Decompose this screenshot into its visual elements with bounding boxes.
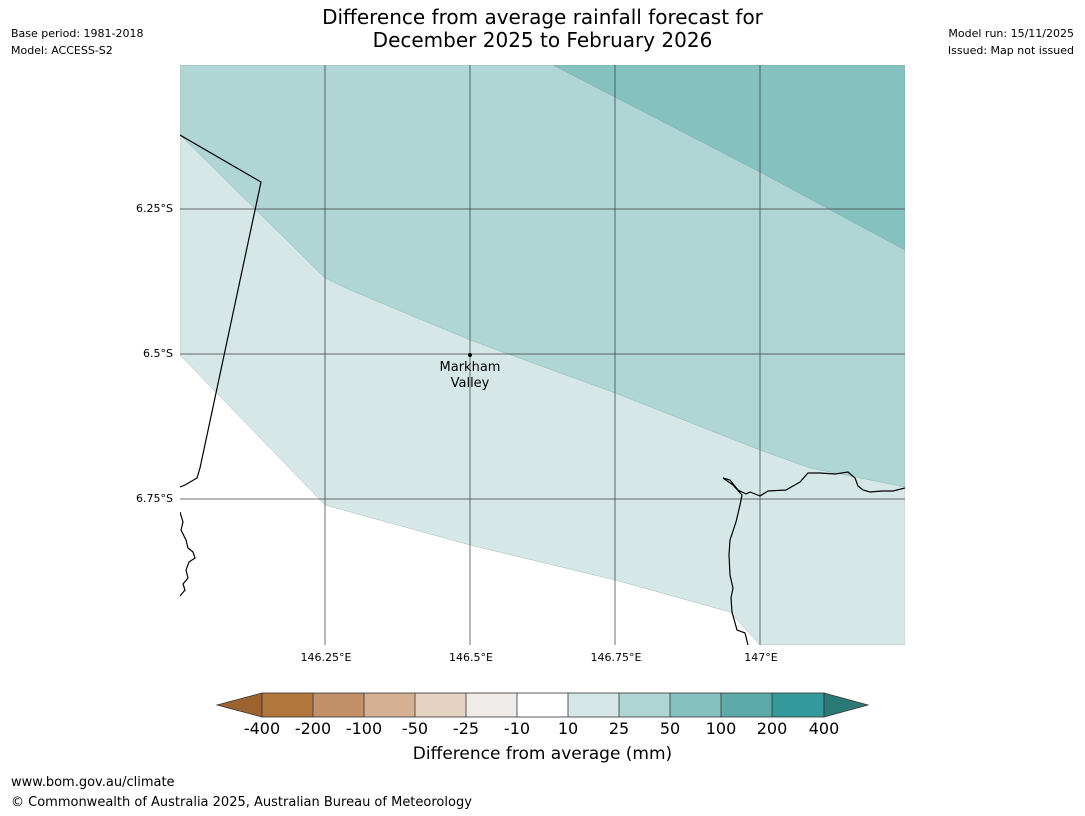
zone-50-100 (552, 65, 905, 251)
model-name: Model: ACCESS-S2 (11, 44, 113, 57)
colorbar-tick-label: -200 (294, 719, 332, 738)
coastline-east (722, 471, 905, 645)
meta-right: Model run: 15/11/2025 Issued: Map not is… (948, 25, 1074, 59)
lon-label-146-5e: 146.5°E (449, 651, 493, 664)
colorbar-outline (261, 692, 825, 718)
colorbar-segment (670, 693, 721, 717)
colorbar-tick-label: 10 (557, 719, 579, 738)
colorbar-tick-label: -400 (243, 719, 281, 738)
colorbar-title: Difference from average (mm) (412, 744, 673, 764)
title-line-2: December 2025 to February 2026 (372, 28, 713, 52)
colorbar-tick-label: -100 (345, 719, 383, 738)
meta-left: Base period: 1981-2018 Model: ACCESS-S2 (11, 25, 143, 59)
colorbar-tick-label: 400 (808, 719, 840, 738)
coastline-west (180, 511, 196, 597)
colorbar-segment (517, 693, 568, 717)
lon-label-146-75e: 146.75°E (590, 651, 642, 664)
colorbar (215, 692, 870, 718)
title-line-1: Difference from average rainfall forecas… (322, 5, 763, 29)
place-name-line-2: Valley (450, 376, 490, 391)
colorbar-dividers (261, 692, 825, 718)
colorbar-segment (262, 693, 313, 717)
colorbar-tick-label: 100 (705, 719, 737, 738)
colorbar-tick-label: 25 (608, 719, 630, 738)
colorbar-segment (721, 693, 772, 717)
lat-label-6-25s: 6.25°S (136, 202, 173, 215)
colorbar-segment (619, 693, 670, 717)
colorbar-segment (772, 693, 824, 717)
colorbar-max-extension (823, 692, 870, 718)
colorbar-segment (568, 693, 619, 717)
colorbar-tick-label: -25 (452, 719, 480, 738)
base-period: Base period: 1981-2018 (11, 27, 144, 40)
lon-label-146-25e: 146.25°E (300, 651, 352, 664)
colorbar-tick-label: 50 (659, 719, 681, 738)
colorbar-segment (313, 693, 364, 717)
place-label-markham-valley: Markham Valley (440, 360, 501, 392)
colorbar-tick-label: -50 (401, 719, 429, 738)
lat-label-6-75s: 6.75°S (136, 492, 173, 505)
lon-label-147e: 147°E (744, 651, 778, 664)
markham-valley-marker (468, 353, 472, 357)
footer-copyright: © Commonwealth of Australia 2025, Austra… (11, 795, 472, 810)
colorbar-tick-label: 200 (756, 719, 788, 738)
colorbar-segment (415, 693, 466, 717)
model-run: Model run: 15/11/2025 (948, 27, 1074, 40)
place-name-line-1: Markham (439, 360, 501, 375)
colorbar-segment (466, 693, 517, 717)
lat-label-6-5s: 6.5°S (143, 347, 173, 360)
issued-status: Issued: Map not issued (947, 44, 1074, 57)
colorbar-tick-label: -10 (503, 719, 531, 738)
footer-url: www.bom.gov.au/climate (11, 775, 175, 790)
coastlines-borders (180, 134, 905, 645)
border-line (180, 134, 262, 488)
map-area (180, 65, 905, 645)
colorbar-segment (364, 693, 415, 717)
gridlines (180, 65, 905, 645)
page-title: Difference from average rainfall forecas… (0, 6, 1085, 52)
colorbar-min-extension (215, 692, 263, 718)
